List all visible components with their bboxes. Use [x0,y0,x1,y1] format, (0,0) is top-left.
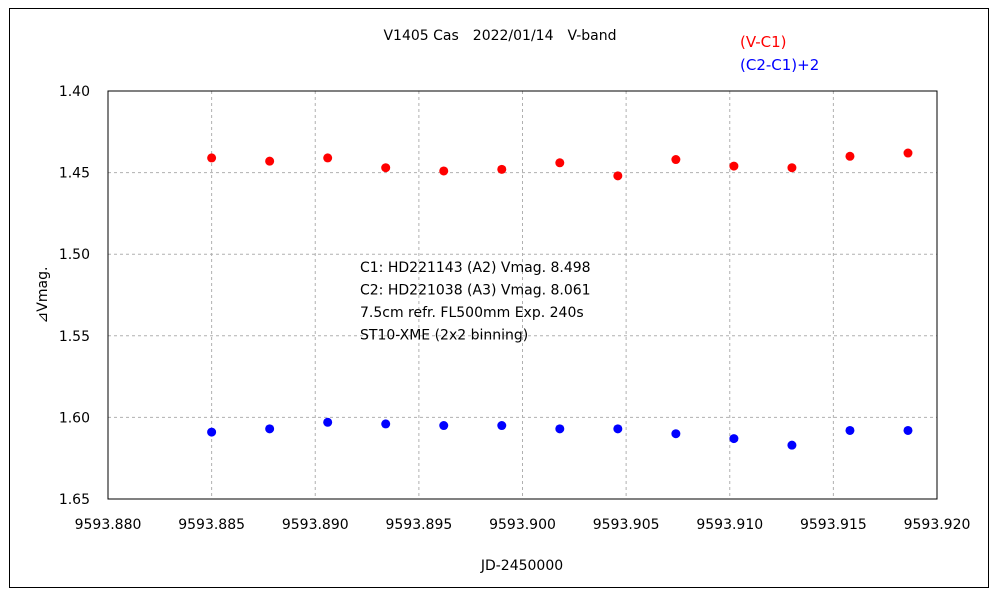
v-c1-point [729,161,739,171]
legend: (V-C1) (C2-C1)+2 [740,33,819,74]
x-tick-label: 9593.910 [696,517,763,533]
y-tick-label: 1.60 [59,410,90,426]
x-tick-label: 9593.905 [593,517,660,533]
annotation-line: 7.5cm refr. FL500mm Exp. 240s [360,305,584,321]
plot-area [107,90,938,500]
c2-c1-point [787,440,797,450]
y-tick-label: 1.55 [59,329,90,345]
v-c1-point [671,155,681,165]
annotation-line: ST10-XME (2x2 binning) [360,328,528,344]
x-tick-labels: 9593.880 9593.885 9593.890 9593.895 9593.900… [75,517,971,533]
c2-c1-point [845,425,855,435]
c2-c1-point [613,424,623,434]
v-c1-point [207,153,217,163]
c2-c1-point [497,421,507,431]
v-c1-point [555,158,565,168]
v-c1-point [265,156,275,166]
data-points [207,148,913,450]
x-tick-label: 9593.880 [75,517,142,533]
c2-c1-point [265,424,275,434]
c2-c1-point [729,434,739,444]
x-tick-label: 9593.920 [904,517,971,533]
annotation-line: C1: HD221143 (A2) Vmag. 8.498 [360,260,591,276]
x-tick-label: 9593.900 [489,517,556,533]
c2-c1-point [903,425,913,435]
c2-c1-point [555,424,565,434]
x-tick-label: 9593.885 [178,517,245,533]
v-c1-point [439,166,449,176]
x-axis-label: JD-2450000 [480,558,563,574]
v-c1-point [381,163,391,173]
y-tick-label: 1.65 [59,492,90,508]
v-c1-point [903,148,913,158]
x-tick-label: 9593.890 [282,517,349,533]
c2-c1-point [671,429,681,439]
v-c1-point [613,171,623,181]
legend-entry: (C2-C1)+2 [740,56,819,74]
c2-c1-point [381,419,391,429]
x-tick-label: 9593.895 [385,517,452,533]
x-tick-label: 9593.915 [800,517,867,533]
v-c1-point [787,163,797,173]
v-c1-point [845,151,855,161]
y-tick-label: 1.50 [59,247,90,263]
v-c1-point [323,153,333,163]
c2-c1-point [323,417,333,427]
legend-entry: (V-C1) [740,33,787,51]
v-c1-point [497,164,507,174]
y-tick-labels: 1.40 1.45 1.50 1.55 1.60 1.65 [59,84,90,508]
y-tick-label: 1.45 [59,166,90,182]
chart-frame [9,8,989,588]
y-axis-label: ⊿Vmag. [35,267,51,324]
chart-title: V1405 Cas 2022/01/14 V-band [383,28,616,44]
c2-c1-point [439,421,449,431]
annotations: C1: HD221143 (A2) Vmag. 8.498 C2: HD22103… [360,260,591,344]
c2-c1-point [207,427,217,437]
y-tick-label: 1.40 [59,84,90,100]
annotation-line: C2: HD221038 (A3) Vmag. 8.061 [360,283,591,299]
